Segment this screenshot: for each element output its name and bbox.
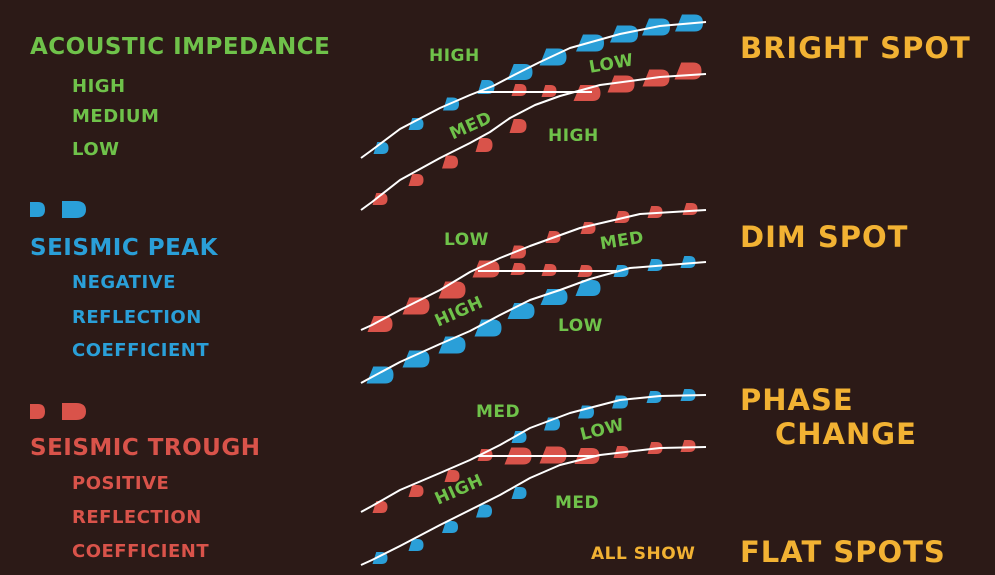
- reflector-line: [360, 73, 707, 211]
- wavelet: [674, 62, 702, 80]
- impedance-high-label: HIGH: [72, 76, 126, 97]
- dim-upper-impedance-label: LOW: [444, 230, 489, 250]
- wavelet: [372, 193, 388, 205]
- flat-spots-title: FLAT SPOTS: [740, 535, 946, 569]
- wavelet: [511, 84, 527, 96]
- impedance-medium-label: MEDIUM: [72, 106, 160, 127]
- trough-legend-title: SEISMIC TROUGH: [30, 435, 261, 461]
- wavelet: [474, 319, 502, 337]
- wavelet: [372, 501, 388, 513]
- peak-negative-label: NEGATIVE: [72, 272, 176, 293]
- trough-coefficient-label: COEFFICIENT: [72, 541, 210, 562]
- wavelet: [680, 440, 696, 452]
- wavelet: [442, 155, 458, 169]
- wavelet: [408, 174, 424, 186]
- impedance-legend-title: ACOUSTIC IMPEDANCE: [30, 34, 331, 60]
- phase-change-title-line2: CHANGE: [775, 417, 917, 451]
- wavelet: [408, 539, 424, 551]
- wavelet: [647, 259, 663, 271]
- peak-symbol-icon: [30, 201, 86, 218]
- peak-reflection-label: REFLECTION: [72, 307, 202, 328]
- bright-upper-impedance-label: HIGH: [429, 46, 480, 66]
- phase-change-title-line1: PHASE: [740, 383, 854, 417]
- all-show-label: ALL SHOW: [591, 544, 696, 564]
- wavelet: [444, 470, 460, 482]
- dim-spot-title: DIM SPOT: [740, 220, 909, 254]
- wavelet: [647, 206, 663, 218]
- reflector-line: [360, 394, 707, 513]
- wavelet: [408, 118, 424, 130]
- peak-coefficient-label: COEFFICIENT: [72, 340, 210, 361]
- bright-lower-impedance-label: HIGH: [548, 126, 599, 146]
- reflector-line: [360, 209, 707, 331]
- wavelet: [511, 487, 527, 499]
- trough-positive-label: POSITIVE: [72, 473, 170, 494]
- wavelet: [442, 521, 458, 533]
- wavelet: [511, 431, 527, 443]
- wavelet: [472, 260, 500, 278]
- trough-symbol-icon: [30, 403, 86, 420]
- reflector-line: [360, 261, 707, 384]
- wavelet: [509, 119, 527, 133]
- wavelet: [367, 316, 393, 332]
- reflector-line: [360, 446, 707, 566]
- dim-lower-impedance-label: LOW: [558, 316, 603, 336]
- wavelet: [682, 203, 698, 215]
- wavelet: [680, 256, 696, 268]
- wavelet: [476, 504, 492, 518]
- wavelet: [402, 297, 430, 315]
- wavelet: [607, 75, 635, 93]
- wavelet: [510, 263, 526, 275]
- phase-lower-impedance-label: MED: [555, 493, 600, 513]
- wavelet: [402, 350, 430, 368]
- wavelet: [475, 138, 493, 152]
- wavelet: [366, 366, 394, 384]
- peak-legend-title: SEISMIC PEAK: [30, 235, 218, 261]
- reflector-line: [360, 21, 707, 159]
- wavelet: [438, 281, 466, 299]
- trough-reflection-label: REFLECTION: [72, 507, 202, 528]
- wavelet: [408, 485, 424, 497]
- wavelet: [575, 280, 601, 296]
- wavelet: [540, 289, 568, 305]
- phase-upper-impedance-label: MED: [476, 402, 521, 422]
- impedance-low-label: LOW: [72, 139, 120, 160]
- bright-spot-title: BRIGHT SPOT: [740, 31, 971, 65]
